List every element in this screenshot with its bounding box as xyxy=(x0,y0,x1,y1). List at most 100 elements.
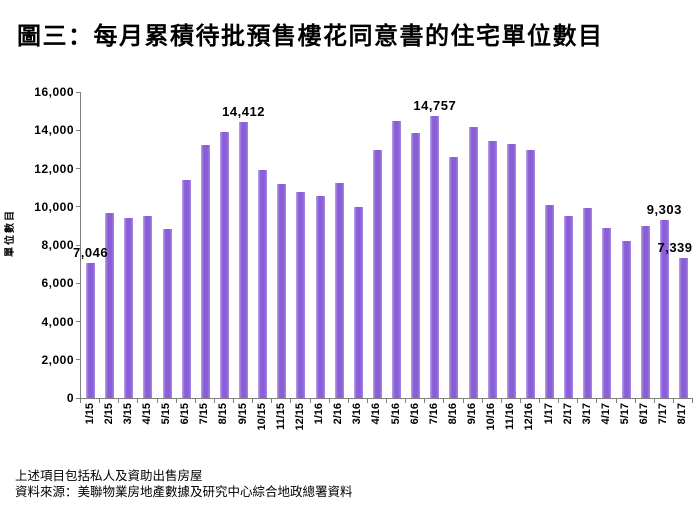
x-axis-label: 5/15 xyxy=(160,403,173,425)
x-axis-tick xyxy=(462,399,464,403)
y-axis-tick xyxy=(76,168,80,169)
bar-12/15 xyxy=(296,192,306,398)
x-axis-tick xyxy=(692,399,693,403)
bar-5/16 xyxy=(392,120,402,398)
bar-6/15 xyxy=(181,179,191,398)
bar-2/15 xyxy=(105,213,115,398)
y-axis-tick xyxy=(76,244,80,246)
x-axis-tick xyxy=(672,399,674,403)
bar-4/15 xyxy=(143,216,153,398)
x-axis-label: 1/16 xyxy=(313,403,326,425)
y-axis-tick-label: 10,000 xyxy=(34,199,74,214)
x-axis-label: 9/15 xyxy=(236,403,249,425)
x-axis-tick xyxy=(156,399,158,403)
y-axis-tick-label: 12,000 xyxy=(34,161,74,176)
x-axis-label: 8/17 xyxy=(676,403,689,425)
x-axis-label: 12/16 xyxy=(523,403,536,431)
data-label: 14,412 xyxy=(222,104,265,120)
x-axis-label: 6/15 xyxy=(179,403,192,425)
x-axis-label: 2/16 xyxy=(332,403,345,425)
bar-7/15 xyxy=(200,144,210,398)
x-axis-label: 4/17 xyxy=(599,403,612,425)
bar-2/16 xyxy=(334,182,344,398)
x-axis-label: 8/15 xyxy=(217,403,230,425)
x-axis-tick xyxy=(519,399,521,403)
bar-1/17 xyxy=(545,204,555,398)
bar-1/16 xyxy=(315,196,325,398)
x-axis-tick xyxy=(577,399,579,403)
bar-12/16 xyxy=(525,150,535,398)
x-axis-tick xyxy=(290,399,292,403)
bar-3/17 xyxy=(583,207,593,398)
bar-8/17 xyxy=(678,257,688,398)
y-axis-tick xyxy=(76,206,80,208)
data-label: 7,046 xyxy=(73,245,109,261)
x-axis-tick xyxy=(405,399,407,403)
y-axis-tick xyxy=(76,321,80,322)
y-axis-tick-label: 2,000 xyxy=(41,352,74,367)
y-axis-tick-label: 8,000 xyxy=(41,238,74,252)
x-axis-label: 2/15 xyxy=(102,403,115,425)
x-axis-tick xyxy=(481,399,483,403)
bar-5/15 xyxy=(162,228,172,398)
x-axis-tick xyxy=(539,399,540,403)
data-label: 9,303 xyxy=(646,202,682,218)
x-axis-tick xyxy=(615,399,617,403)
x-axis-tick xyxy=(328,399,330,403)
x-axis-tick xyxy=(653,399,655,403)
plot-area: 7,046 14,412 14,757 9,303 7,339 xyxy=(73,92,693,399)
bar-5/17 xyxy=(621,241,631,398)
y-axis-tick-label: 6,000 xyxy=(41,276,74,291)
x-axis-tick xyxy=(500,399,502,403)
x-axis-tick xyxy=(443,399,445,403)
x-axis-label: 3/16 xyxy=(351,403,364,425)
x-axis-label: 3/17 xyxy=(580,403,593,425)
x-axis-label: 10/15 xyxy=(255,403,268,431)
x-axis-tick xyxy=(137,399,139,403)
x-axis-label: 4/16 xyxy=(370,403,383,425)
x-axis-label: 2/17 xyxy=(561,403,574,425)
bar-4/17 xyxy=(602,227,612,398)
data-label: 7,339 xyxy=(657,239,693,255)
y-axis-tick-label: 4,000 xyxy=(41,314,74,329)
y-axis-tick xyxy=(76,359,80,361)
bar-10/16 xyxy=(487,140,497,398)
x-axis-label: 12/15 xyxy=(293,403,306,431)
bar-3/15 xyxy=(124,218,134,398)
x-axis-tick xyxy=(558,399,560,403)
y-axis-title: 單位數目 xyxy=(5,209,16,257)
x-axis-tick xyxy=(194,399,196,403)
y-axis-tick xyxy=(76,129,80,131)
y-axis-tick-label: 0 xyxy=(66,391,74,405)
x-axis-label: 6/16 xyxy=(408,403,421,425)
x-axis-tick xyxy=(213,399,215,403)
bar-2/17 xyxy=(564,216,574,398)
x-axis-label: 9/16 xyxy=(466,403,479,425)
bar-10/15 xyxy=(258,170,268,398)
x-axis-tick xyxy=(271,399,273,403)
x-axis-tick xyxy=(347,399,349,403)
x-axis-label: 6/17 xyxy=(638,403,651,425)
footnotes: 上述項目包括私人及資助出售房屋 資料來源：美聯物業房地產數據及研究中心綜合地政總… xyxy=(15,468,353,500)
bar-7/16 xyxy=(430,115,440,398)
x-axis-label: 8/16 xyxy=(446,403,459,425)
x-axis-label: 10/16 xyxy=(485,403,498,431)
x-axis-label: 1/17 xyxy=(542,403,555,425)
bar-9/16 xyxy=(468,127,478,398)
bar-1/15 xyxy=(86,263,96,398)
x-axis-tick xyxy=(99,399,101,403)
x-axis-tick xyxy=(634,399,636,403)
bar-4/16 xyxy=(372,150,382,398)
x-axis-tick xyxy=(386,399,387,403)
x-axis-tick xyxy=(252,399,254,403)
bar-11/15 xyxy=(277,183,287,398)
x-axis-tick xyxy=(175,399,177,403)
y-axis-tick xyxy=(76,397,80,399)
x-axis-tick xyxy=(80,399,81,403)
bar-6/16 xyxy=(411,133,421,398)
x-axis-tick xyxy=(118,399,120,403)
x-axis-label: 3/15 xyxy=(121,403,134,425)
y-axis-tick xyxy=(76,282,80,284)
y-axis-tick-label: 14,000 xyxy=(34,123,74,138)
